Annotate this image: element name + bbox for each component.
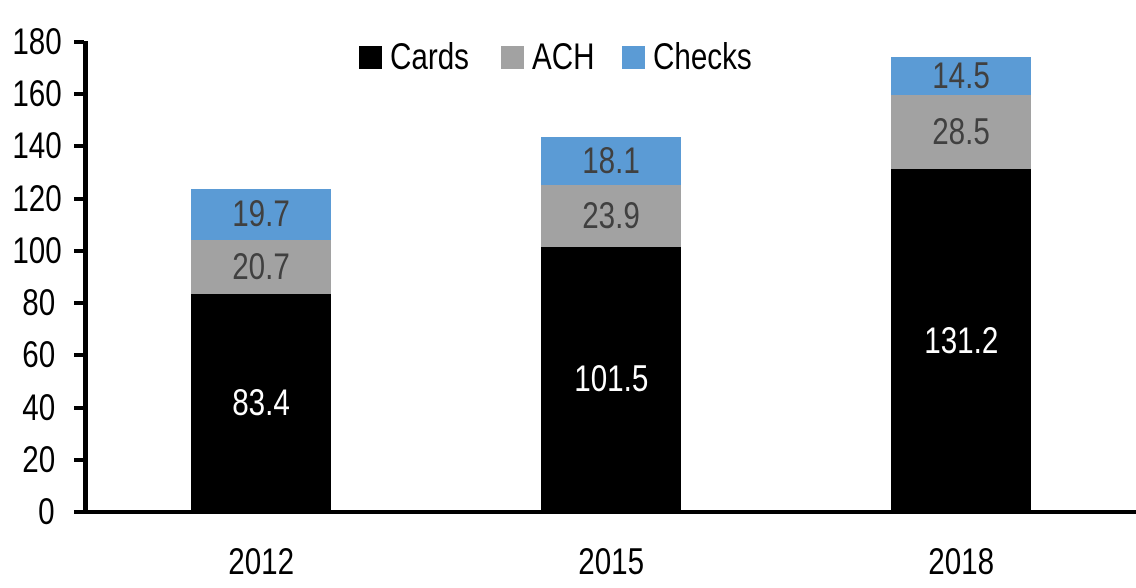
- label-text: 100: [12, 229, 62, 271]
- bar-segment-cards-2018: 131.2: [891, 169, 1031, 512]
- label-text: Cards: [390, 36, 470, 77]
- chart-legend: Cards ACH Checks: [0, 36, 1136, 78]
- y-tick-label-60: 60: [0, 336, 55, 374]
- label-text: 20.7: [232, 246, 290, 288]
- y-tick-label-180: 180: [0, 23, 61, 61]
- label-text: 180: [12, 21, 62, 62]
- y-tick-180: [74, 40, 84, 44]
- label-text: ACH: [532, 36, 595, 77]
- y-tick-label-0: 0: [0, 493, 55, 531]
- y-tick-label-40: 40: [0, 386, 55, 428]
- label-text: 80: [22, 282, 55, 324]
- label-text: 0: [38, 491, 55, 532]
- x-tick-label-2018: 2018: [861, 543, 1061, 581]
- legend-swatch-checks: [622, 45, 646, 69]
- legend-swatch-cards: [359, 45, 383, 69]
- y-tick-label-80: 80: [0, 284, 55, 322]
- x-tick-label-2015: 2015: [511, 543, 711, 581]
- label-text: Checks: [653, 36, 752, 77]
- legend-item-ach: ACH: [501, 36, 610, 78]
- label-text: 28.5: [932, 111, 990, 153]
- label-text: 120: [12, 177, 62, 219]
- y-tick-40: [74, 405, 84, 410]
- y-tick-120: [74, 196, 84, 201]
- x-axis-line: [83, 510, 1136, 514]
- label-text: 40: [22, 386, 55, 428]
- label-text: 20: [22, 438, 55, 480]
- label-text: 2012: [228, 541, 294, 582]
- y-tick-label-160: 160: [0, 75, 61, 113]
- bar-segment-checks-2015: 18.1: [541, 137, 681, 185]
- x-tick-label-2012: 2012: [161, 543, 361, 581]
- y-tick-80: [74, 301, 84, 306]
- y-tick-label-120: 120: [0, 179, 61, 218]
- bar-segment-ach-2018: 28.5: [891, 95, 1031, 170]
- bar-segment-ach-2012: 20.7: [191, 240, 331, 295]
- legend-item-cards: Cards: [359, 36, 489, 78]
- label-text: 18.1: [582, 139, 640, 181]
- bar-segment-ach-2015: 23.9: [541, 184, 681, 247]
- y-tick-label-100: 100: [0, 231, 61, 270]
- bar-segment-cards-2015: 101.5: [541, 246, 681, 512]
- label-text: 83.4: [232, 382, 290, 424]
- bar-segment-checks-2012: 19.7: [191, 188, 331, 241]
- y-tick-100: [74, 248, 84, 253]
- y-tick-60: [74, 353, 84, 358]
- y-tick-label-140: 140: [0, 127, 61, 165]
- y-tick-0: [74, 510, 84, 514]
- label-text: 60: [22, 334, 55, 376]
- bar-segment-checks-2018: 14.5: [891, 55, 1031, 97]
- y-tick-160: [74, 92, 84, 97]
- label-text: 2015: [578, 541, 644, 582]
- label-text: 19.7: [232, 193, 290, 235]
- y-axis-line: [83, 41, 88, 514]
- label-text: 2018: [928, 541, 994, 582]
- label-text: 140: [12, 125, 62, 167]
- y-tick-20: [74, 457, 84, 462]
- legend-item-checks: Checks: [622, 36, 776, 78]
- bar-segment-cards-2012: 83.4: [191, 294, 331, 512]
- label-text: 23.9: [582, 194, 640, 236]
- y-tick-140: [74, 144, 84, 149]
- label-text: 101.5: [573, 358, 649, 400]
- legend-swatch-ach: [501, 45, 525, 69]
- label-text: 14.5: [932, 55, 990, 97]
- y-tick-label-20: 20: [0, 438, 55, 480]
- label-text: 131.2: [923, 319, 999, 361]
- label-text: 160: [12, 73, 62, 115]
